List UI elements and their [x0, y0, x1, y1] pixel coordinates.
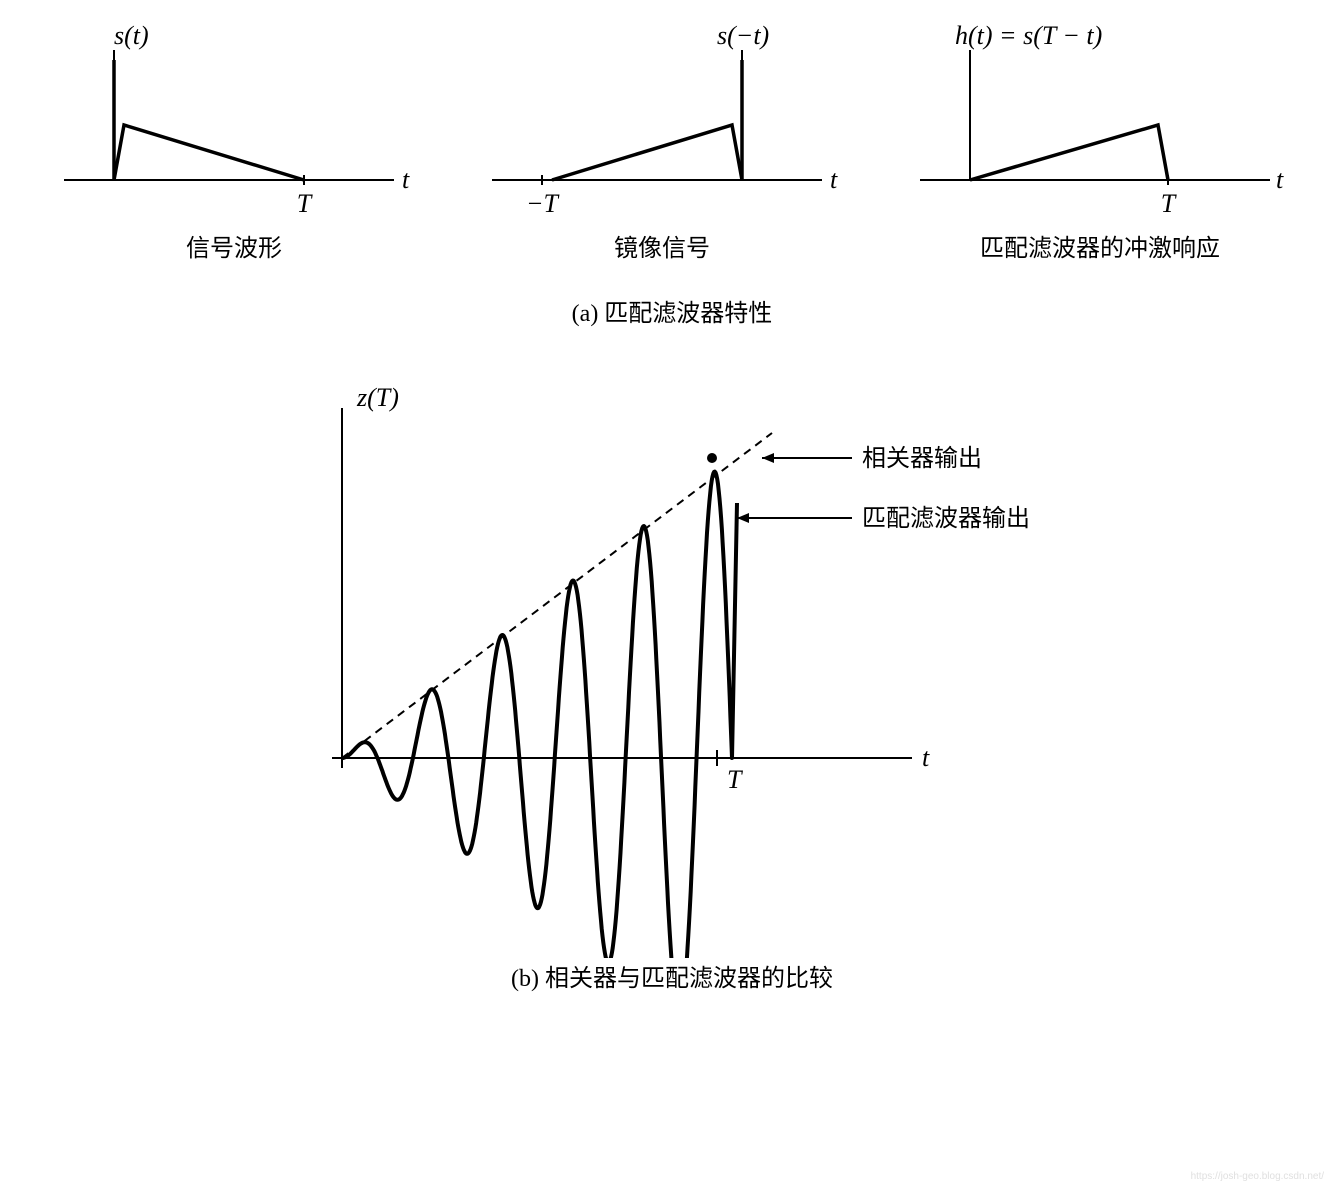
tick-label: T — [297, 189, 313, 218]
subplot-signal-waveform: s(t) t T 信号波形 — [54, 20, 414, 263]
figure-a-caption: (a) 匹配滤波器特性 — [20, 293, 1324, 328]
tick-label: −T — [526, 189, 560, 218]
plot-correlator-comparison: z(T) t T 相关器输出 匹配滤波器输出 — [262, 378, 1082, 958]
y-axis-label: s(t) — [114, 21, 149, 50]
annotation-matched-filter: 匹配滤波器输出 — [862, 505, 1030, 532]
figure-b-section: z(T) t T 相关器输出 匹配滤波器输出 (b) 相关器与匹配滤波器的比较 — [20, 378, 1324, 1043]
tick-label: T — [727, 765, 743, 794]
subplot-caption: 匹配滤波器的冲激响应 — [980, 228, 1220, 263]
plot-impulse-response: h(t) = s(T − t) t T — [910, 20, 1290, 220]
x-axis-label: t — [830, 165, 838, 194]
watermark: https://josh-geo.blog.csdn.net/ — [1191, 1171, 1324, 1182]
y-axis-label: s(−t) — [717, 21, 769, 50]
figure-a-row: s(t) t T 信号波形 s(−t) t −T — [20, 20, 1324, 263]
x-axis-label: t — [402, 165, 410, 194]
plot-signal-waveform: s(t) t T — [54, 20, 414, 220]
annotation-correlator: 相关器输出 — [862, 445, 982, 472]
x-axis-label: t — [1276, 165, 1284, 194]
figure-container: s(t) t T 信号波形 s(−t) t −T — [20, 20, 1324, 1043]
subplot-impulse-response: h(t) = s(T − t) t T 匹配滤波器的冲激响应 — [910, 20, 1290, 263]
figure-b-caption: (b) 相关器与匹配滤波器的比较 — [511, 958, 833, 993]
subplot-caption: 镜像信号 — [614, 228, 710, 263]
y-axis-label: h(t) = s(T − t) — [955, 21, 1102, 50]
plot-mirror-signal: s(−t) t −T — [482, 20, 842, 220]
x-axis-label: t — [922, 743, 930, 772]
subplot-mirror-signal: s(−t) t −T 镜像信号 — [482, 20, 842, 263]
subplot-caption: 信号波形 — [186, 228, 282, 263]
tick-label: T — [1161, 189, 1177, 218]
y-axis-label: z(T) — [356, 383, 399, 412]
